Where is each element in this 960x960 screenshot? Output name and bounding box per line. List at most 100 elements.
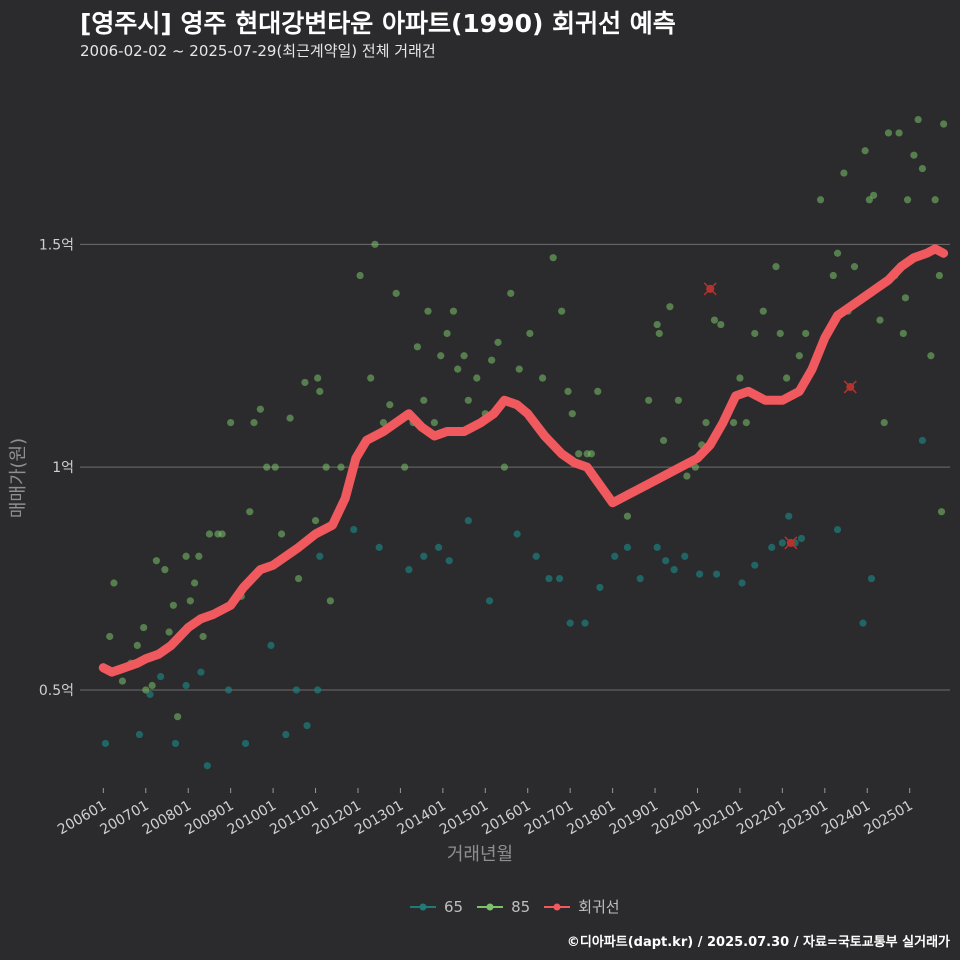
point-85: [850, 263, 859, 271]
point-85: [759, 307, 767, 315]
point-85: [367, 374, 375, 382]
highlight-cross-mark: [784, 536, 798, 550]
point-85: [783, 374, 791, 382]
point-65: [785, 512, 793, 520]
point-65: [375, 543, 383, 551]
point-85: [507, 289, 515, 297]
footer-credit: ©디아파트(dapt.kr) / 2025.07.30 / 자료=국토교통부 실…: [566, 935, 950, 950]
y-tick-label: 1.5억: [39, 237, 74, 253]
point-85: [776, 329, 784, 338]
grid-lines: [80, 243, 950, 691]
point-85: [218, 530, 226, 538]
highlight-cross-mark: [703, 282, 717, 296]
point-85: [449, 307, 458, 315]
point-65: [146, 690, 154, 699]
legend-item-65: 65: [410, 898, 463, 916]
highlighted-points: [703, 282, 857, 550]
point-85: [195, 552, 203, 560]
point-85: [865, 196, 873, 204]
point-85: [910, 151, 918, 159]
point-85: [246, 508, 254, 516]
regression-line: [98, 244, 949, 677]
point-85: [205, 530, 214, 538]
point-85: [526, 329, 534, 338]
point-65: [545, 574, 553, 583]
point-85: [903, 196, 912, 204]
y-axis-label: 매매가(원): [8, 437, 29, 519]
x-tick-label: 202501: [861, 798, 915, 839]
point-85: [564, 387, 572, 395]
point-65: [751, 561, 759, 569]
point-85: [227, 418, 235, 427]
point-85: [935, 271, 943, 280]
legend-item-85: 85: [477, 898, 530, 916]
x-axis-label: 거래년월: [446, 844, 514, 865]
y-axis-ticks: 0.5억 1억 1.5억: [39, 237, 74, 699]
point-85: [653, 320, 661, 329]
point-85: [322, 463, 330, 471]
point-85: [659, 436, 668, 445]
point-85: [424, 307, 432, 315]
point-85: [899, 329, 907, 338]
point-85: [256, 405, 264, 413]
point-85: [940, 120, 948, 128]
legend-label-85: 85: [511, 897, 531, 916]
point-65: [445, 557, 453, 565]
point-85: [895, 129, 903, 137]
point-65: [197, 668, 205, 676]
point-65: [738, 579, 746, 587]
point-65: [316, 552, 324, 560]
point-65: [101, 739, 110, 748]
point-65: [513, 530, 521, 538]
point-65: [435, 543, 443, 551]
point-65: [596, 583, 604, 592]
point-85: [337, 463, 345, 471]
series-65-points: [101, 436, 927, 770]
point-85: [538, 374, 547, 382]
point-85: [683, 472, 691, 480]
point-65: [696, 570, 704, 578]
point-65: [157, 672, 165, 681]
point-85: [515, 365, 523, 373]
point-65: [681, 552, 689, 560]
point-85: [199, 632, 207, 641]
y-tick-label: 0.5억: [39, 683, 74, 699]
point-85: [729, 418, 738, 427]
point-85: [880, 418, 888, 427]
x-axis-ticks: 2006012007012008012009012010012011012012…: [55, 788, 916, 838]
point-65: [420, 552, 428, 560]
legend-item-regression: 회귀선: [544, 896, 620, 917]
point-65: [636, 574, 644, 583]
point-85: [751, 329, 759, 338]
point-85: [190, 579, 199, 587]
legend-swatch-regression: [544, 903, 571, 910]
point-85: [587, 450, 595, 458]
point-85: [277, 530, 286, 538]
point-85: [549, 254, 557, 262]
point-85: [106, 632, 114, 641]
point-85: [742, 418, 750, 427]
point-65: [350, 525, 358, 534]
point-85: [575, 450, 583, 458]
point-85: [301, 378, 309, 387]
point-85: [148, 681, 156, 690]
point-65: [464, 517, 472, 525]
point-65: [797, 534, 806, 543]
point-65: [712, 570, 721, 578]
point-85: [413, 343, 421, 351]
point-85: [250, 418, 258, 427]
legend-label-65: 65: [444, 897, 464, 916]
point-65: [670, 566, 678, 574]
regression-path: [98, 244, 949, 677]
point-85: [870, 191, 878, 199]
point-65: [135, 730, 144, 739]
point-85: [568, 410, 576, 418]
point-65: [778, 539, 786, 547]
point-65: [581, 619, 589, 627]
point-85: [392, 289, 400, 297]
point-85: [674, 396, 682, 404]
point-85: [645, 396, 653, 404]
series-85-points: [106, 115, 948, 721]
point-85: [454, 365, 462, 373]
point-65: [241, 739, 250, 748]
